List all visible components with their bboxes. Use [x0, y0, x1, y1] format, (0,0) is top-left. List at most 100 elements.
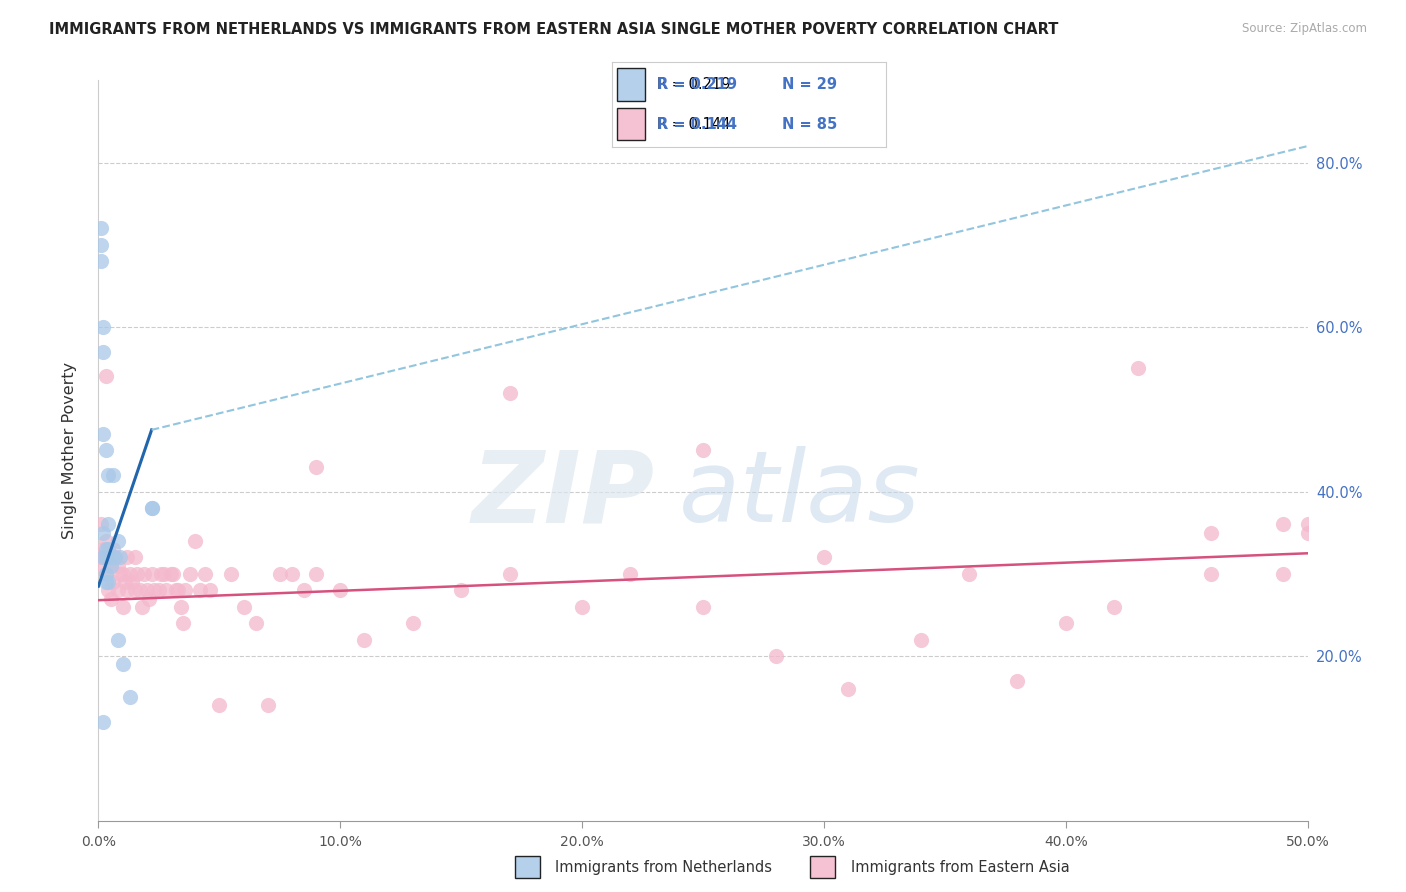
Point	[329, 583, 352, 598]
Point	[813, 550, 835, 565]
Point	[498, 566, 520, 581]
Point	[97, 583, 120, 598]
Point	[1128, 361, 1150, 376]
Point	[134, 566, 156, 581]
Point	[94, 566, 117, 581]
Text: R = 0.219: R = 0.219	[657, 77, 737, 92]
Point	[162, 566, 184, 581]
Point	[402, 616, 425, 631]
Text: Source: ZipAtlas.com: Source: ZipAtlas.com	[1241, 22, 1367, 36]
Point	[94, 566, 117, 581]
Point	[90, 550, 112, 565]
Point	[91, 714, 114, 729]
Point	[184, 533, 207, 548]
Point	[118, 566, 141, 581]
Point	[138, 591, 160, 606]
Point	[104, 550, 127, 565]
Point	[91, 525, 114, 540]
Point	[101, 542, 124, 557]
Point	[100, 550, 122, 565]
Point	[165, 583, 187, 598]
Point	[1272, 566, 1295, 581]
Point	[232, 599, 254, 614]
Point	[111, 566, 134, 581]
Point	[174, 583, 197, 598]
Point	[97, 542, 120, 557]
Point	[124, 550, 146, 565]
Point	[619, 566, 641, 581]
Point	[101, 575, 124, 590]
Point	[571, 599, 593, 614]
Point	[91, 558, 114, 573]
Point	[91, 427, 114, 442]
Point	[305, 566, 328, 581]
Point	[94, 542, 117, 557]
Point	[107, 583, 129, 598]
Point	[91, 320, 114, 334]
Point	[97, 550, 120, 565]
Point	[692, 443, 714, 458]
Point	[198, 583, 221, 598]
Point	[94, 533, 117, 548]
Point	[91, 344, 114, 359]
Point	[107, 533, 129, 548]
Point	[141, 501, 163, 516]
Point	[1272, 517, 1295, 532]
Point	[245, 616, 267, 631]
Point	[100, 558, 122, 573]
Point	[124, 583, 146, 598]
Text: R = 0.144: R = 0.144	[657, 117, 737, 132]
Point	[143, 583, 166, 598]
Point	[150, 566, 173, 581]
Point	[97, 575, 120, 590]
Point	[765, 649, 787, 664]
Point	[91, 542, 114, 557]
Point	[221, 566, 243, 581]
Point	[1199, 525, 1222, 540]
Point	[188, 583, 211, 598]
Point	[97, 517, 120, 532]
Point	[141, 566, 163, 581]
Text: N = 85: N = 85	[782, 117, 837, 132]
Point	[90, 254, 112, 268]
Point	[292, 583, 315, 598]
Point	[194, 566, 217, 581]
Point	[94, 575, 117, 590]
Text: R = 0.144: R = 0.144	[657, 117, 730, 132]
Point	[256, 698, 278, 713]
Point	[498, 385, 520, 400]
Point	[118, 690, 141, 705]
Text: Immigrants from Eastern Asia: Immigrants from Eastern Asia	[851, 860, 1070, 874]
Point	[90, 237, 112, 252]
Point	[111, 599, 134, 614]
Text: ZIP: ZIP	[471, 446, 655, 543]
Point	[169, 599, 191, 614]
Point	[141, 501, 163, 516]
Point	[155, 583, 177, 598]
Point	[100, 591, 122, 606]
Point	[111, 657, 134, 672]
Point	[910, 632, 932, 647]
Text: atlas: atlas	[679, 446, 921, 543]
Point	[107, 558, 129, 573]
Point	[148, 583, 170, 598]
Y-axis label: Single Mother Poverty: Single Mother Poverty	[62, 362, 77, 539]
Point	[353, 632, 375, 647]
Point	[121, 575, 143, 590]
Text: IMMIGRANTS FROM NETHERLANDS VS IMMIGRANTS FROM EASTERN ASIA SINGLE MOTHER POVERT: IMMIGRANTS FROM NETHERLANDS VS IMMIGRANT…	[49, 22, 1059, 37]
Point	[100, 558, 122, 573]
Point	[269, 566, 291, 581]
Text: N = 29: N = 29	[782, 77, 837, 92]
Point	[101, 468, 124, 483]
Point	[1102, 599, 1125, 614]
Point	[131, 599, 153, 614]
FancyBboxPatch shape	[617, 69, 644, 101]
Point	[1296, 525, 1319, 540]
Point	[104, 550, 127, 565]
Point	[179, 566, 201, 581]
Point	[128, 583, 150, 598]
Point	[1007, 673, 1029, 688]
Text: R = 0.219: R = 0.219	[657, 77, 730, 92]
Point	[114, 575, 136, 590]
Point	[1296, 517, 1319, 532]
